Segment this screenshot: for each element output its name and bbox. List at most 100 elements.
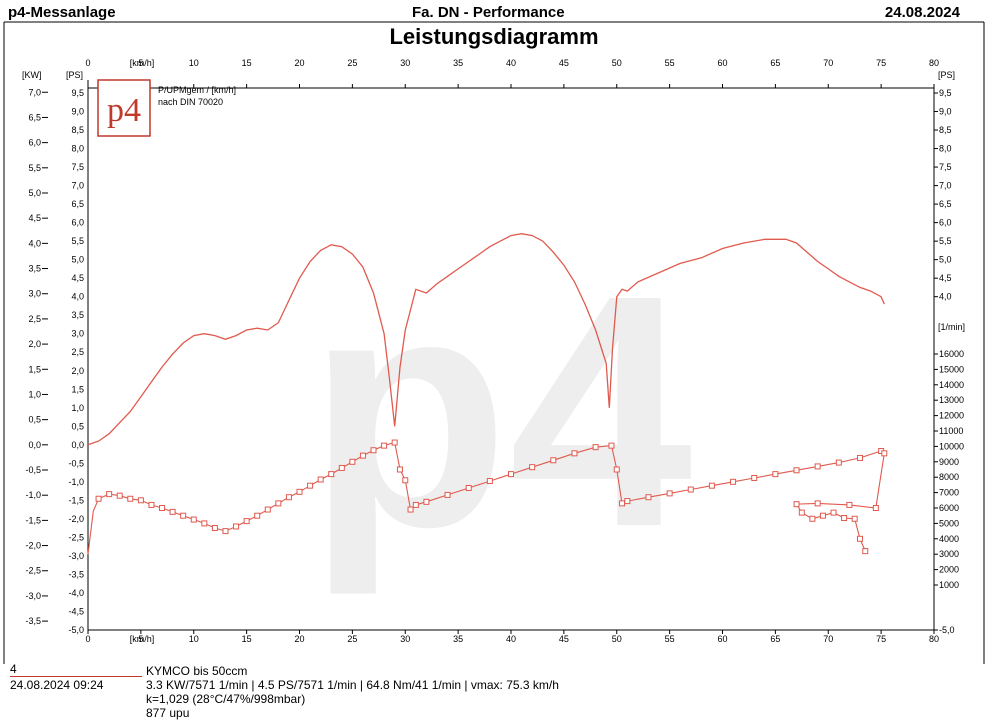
rpm-tick-label: 9000	[939, 457, 959, 467]
rpm-marker	[412, 501, 419, 508]
upu-value: 877 upu	[146, 706, 190, 720]
rpm-marker	[772, 471, 779, 478]
rpm-marker	[846, 501, 853, 508]
rpm-marker	[444, 491, 451, 498]
x-tick-label-top: 25	[347, 58, 357, 68]
x-tick-label-top: 75	[876, 58, 886, 68]
rpm-tick-label: 1000	[939, 580, 959, 590]
ps-left-axis-label: [PS]	[66, 70, 83, 80]
kw-tick-label: 7,0	[28, 87, 41, 97]
x-tick-label-bottom: 80	[929, 634, 939, 644]
rpm-marker	[233, 523, 240, 530]
rpm-marker	[243, 518, 250, 525]
rpm-marker	[296, 488, 303, 495]
rpm-marker	[254, 512, 261, 519]
rpm-marker	[307, 482, 314, 489]
x-tick-label-bottom: 60	[717, 634, 727, 644]
ps-right-tick-label: 7,5	[939, 162, 952, 172]
x-tick-label-top: 15	[242, 58, 252, 68]
ps-left-tick-label: 3,0	[71, 329, 84, 339]
ps-left-tick-label: 2,5	[71, 347, 84, 357]
kw-tick-label: 3,0	[28, 289, 41, 299]
kw-tick-label: -0,5	[25, 465, 41, 475]
rpm-marker	[666, 490, 673, 497]
ps-left-tick-label: -2,5	[68, 532, 84, 542]
rpm-tick-label: 13000	[939, 395, 964, 405]
kw-tick-label: 0,0	[28, 440, 41, 450]
ps-right-tick-label: 8,5	[939, 125, 952, 135]
rpm-marker	[106, 491, 113, 498]
rpm-tick-label: 4000	[939, 534, 959, 544]
ps-left-tick-label: 4,5	[71, 273, 84, 283]
ps-right-tick-label: 6,0	[939, 218, 952, 228]
x-tick-label-bottom: 20	[294, 634, 304, 644]
rpm-marker	[275, 500, 282, 507]
rpm-marker	[645, 494, 652, 501]
ps-left-tick-label: 9,0	[71, 107, 84, 117]
legend-line-1: P/UPMgem / [km/h]	[158, 85, 236, 95]
ps-left-tick-label: 8,0	[71, 144, 84, 154]
ps-left-tick-label: 7,0	[71, 181, 84, 191]
rpm-marker	[730, 478, 737, 485]
ps-left-tick-label: -3,0	[68, 551, 84, 561]
rpm-marker	[423, 498, 430, 505]
rpm-marker	[809, 515, 816, 522]
rpm-marker	[819, 512, 826, 519]
kw-tick-label: -1,0	[25, 490, 41, 500]
x-tick-label-top: 50	[612, 58, 622, 68]
rpm-marker	[264, 506, 271, 513]
rpm-marker	[830, 509, 837, 516]
rpm-marker	[571, 450, 578, 457]
rpm-marker	[751, 474, 758, 481]
ps-left-tick-label: -3,5	[68, 569, 84, 579]
rpm-marker	[529, 464, 536, 471]
correction-factor: k=1,029 (28°C/47%/998mbar)	[146, 692, 306, 706]
x-tick-label-bottom: 40	[506, 634, 516, 644]
x-tick-label-bottom: 5	[138, 634, 143, 644]
ps-left-tick-label: 1,5	[71, 384, 84, 394]
rpm-tick-label: 10000	[939, 441, 964, 451]
chart-title: Leistungsdiagramm	[389, 24, 599, 49]
vehicle-name: KYMCO bis 50ccm	[146, 664, 248, 678]
rpm-tick-label: 5000	[939, 518, 959, 528]
rpm-marker	[835, 459, 842, 466]
rpm-marker	[814, 500, 821, 507]
kw-tick-label: 4,0	[28, 238, 41, 248]
ps-left-tick-label: 5,5	[71, 236, 84, 246]
rpm-marker	[619, 500, 626, 507]
rpm-marker	[338, 464, 345, 471]
x-tick-label-top: 40	[506, 58, 516, 68]
footer-divider	[10, 676, 142, 677]
rpm-tick-label: 11000	[939, 426, 963, 436]
firm-title: Fa. DN - Performance	[412, 4, 565, 21]
rpm-tick-label: 3000	[939, 549, 959, 559]
ps-right-tick-label: 9,5	[939, 88, 952, 98]
kw-tick-label: -3,5	[25, 616, 41, 626]
rpm-marker	[624, 498, 631, 505]
x-tick-label-bottom: 0	[85, 634, 90, 644]
x-axis-label-top: [km/h]	[130, 58, 155, 68]
rpm-marker	[222, 528, 229, 535]
kw-tick-label: 2,5	[28, 314, 41, 324]
x-tick-label-top: 45	[559, 58, 569, 68]
report-date: 24.08.2024	[884, 4, 960, 21]
x-tick-label-top: 10	[189, 58, 199, 68]
rpm-marker	[159, 505, 166, 511]
rpm-marker	[381, 442, 388, 449]
rpm-marker	[285, 494, 292, 501]
x-tick-label-bottom: 15	[242, 634, 252, 644]
ps-left-tick-label: 8,5	[71, 125, 84, 135]
rpm-marker	[687, 486, 694, 493]
ps-right-axis-label: [PS]	[938, 70, 955, 80]
kw-axis-label: [KW]	[22, 70, 42, 80]
ps-left-tick-label: 5,0	[71, 255, 84, 265]
rpm-tick-label: 6000	[939, 503, 959, 513]
rpm-marker	[180, 512, 187, 519]
x-tick-label-bottom: 25	[347, 634, 357, 644]
rpm-marker	[708, 482, 715, 489]
rpm-tick-label: 8000	[939, 472, 959, 482]
rpm-marker	[95, 495, 102, 502]
ps-right-tick-label: 5,0	[939, 255, 952, 265]
run-datetime: 24.08.2024 09:24	[10, 678, 104, 692]
rpm-tick-label: 15000	[939, 364, 964, 374]
